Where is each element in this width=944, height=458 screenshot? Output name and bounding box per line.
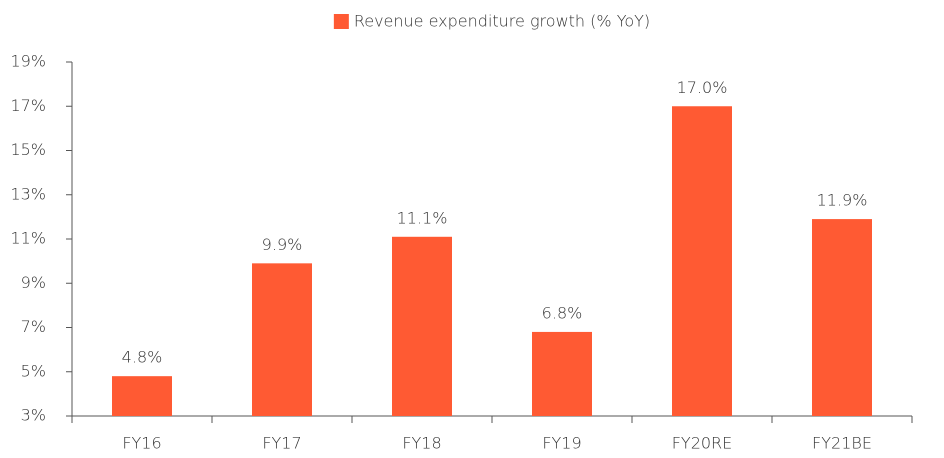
x-tick-label: FY16 — [122, 434, 161, 453]
data-label: 11.1% — [397, 208, 448, 227]
y-tick-label: 13% — [10, 184, 46, 203]
legend-swatch — [333, 14, 349, 29]
bar — [392, 236, 452, 416]
y-tick-label: 19% — [10, 52, 46, 71]
data-label: 4.8% — [122, 348, 163, 367]
y-tick-label: 11% — [10, 229, 46, 248]
bar — [112, 376, 172, 416]
data-label: 17.0% — [677, 78, 728, 97]
data-label: 6.8% — [542, 303, 583, 322]
bar — [672, 106, 732, 416]
bar — [252, 263, 312, 416]
x-tick-label: FY18 — [402, 434, 441, 453]
x-tick-label: FY17 — [262, 434, 301, 453]
bar — [812, 219, 872, 416]
data-label: 11.9% — [817, 191, 868, 210]
y-tick-label: 7% — [21, 317, 46, 336]
y-tick-label: 9% — [21, 273, 46, 292]
y-tick-label: 17% — [10, 96, 46, 115]
y-tick-label: 3% — [21, 406, 46, 425]
legend-label: Revenue expenditure growth (% YoY) — [354, 12, 650, 31]
y-tick-label: 15% — [10, 140, 46, 159]
data-label: 9.9% — [262, 235, 303, 254]
x-tick-label: FY21BE — [812, 434, 872, 453]
bar — [532, 331, 592, 416]
x-tick-label: FY19 — [542, 434, 581, 453]
x-tick-label: FY20RE — [672, 434, 733, 453]
y-tick-label: 5% — [21, 361, 46, 380]
